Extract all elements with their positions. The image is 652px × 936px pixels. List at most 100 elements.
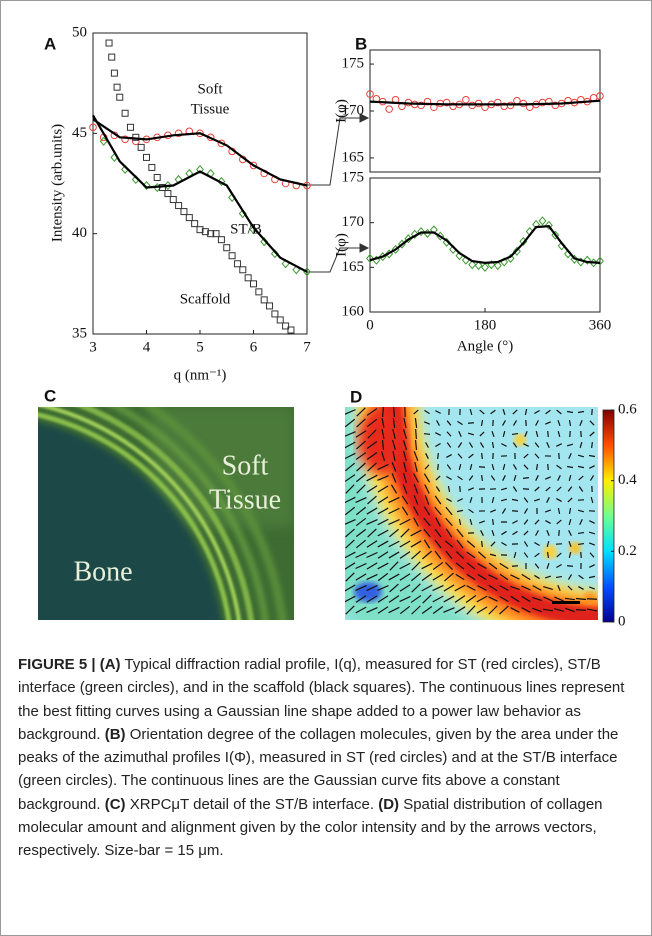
vector-arrow	[355, 496, 367, 504]
data-point	[596, 256, 604, 266]
vector-arrow	[355, 585, 367, 591]
vector-arrow	[577, 410, 585, 414]
vector-arrow	[542, 608, 554, 612]
vector-arrow	[366, 573, 378, 581]
vector-arrow	[377, 540, 389, 548]
y-tick-label: 35	[72, 325, 87, 341]
vector-arrow	[535, 463, 539, 471]
vector-arrow	[499, 585, 509, 591]
data-point	[137, 143, 145, 151]
vector-arrow	[455, 573, 465, 581]
vector-arrow	[588, 586, 596, 590]
vector-arrow	[481, 452, 483, 460]
vector-arrow	[421, 562, 433, 570]
vector-arrow	[446, 420, 452, 426]
data-point	[239, 266, 247, 274]
vector-arrow	[423, 473, 431, 483]
vector-arrow	[534, 563, 540, 569]
vector-arrow	[399, 584, 411, 592]
vector-arrow	[401, 506, 409, 516]
vector-arrow	[523, 464, 529, 470]
vector-arrow	[502, 463, 506, 471]
vector-arrow	[366, 551, 378, 559]
y-tick-label: 160	[342, 303, 365, 319]
vector-arrow	[521, 607, 531, 613]
vector-arrow	[446, 476, 452, 480]
vector-arrow	[389, 583, 399, 593]
vector-arrow	[432, 595, 444, 603]
vector-arrow	[578, 586, 584, 590]
vector-arrow	[556, 464, 562, 470]
vector-arrow	[366, 452, 378, 460]
vector-arrow	[523, 497, 529, 503]
vector-arrow	[399, 605, 411, 615]
vector-arrow	[411, 550, 421, 560]
vector-arrow	[345, 409, 356, 415]
vector-arrow	[367, 528, 377, 538]
vector-arrow	[457, 475, 463, 481]
vector-arrow	[345, 462, 355, 472]
y-tick-label: 170	[342, 214, 365, 230]
vector-arrow	[568, 507, 572, 515]
vector-arrow	[432, 584, 444, 592]
vector-arrow	[480, 419, 484, 427]
x-tick-label: 4	[143, 339, 151, 355]
vector-arrow	[512, 486, 518, 492]
vector-arrow	[414, 461, 418, 473]
y-tick-label: 165	[342, 149, 365, 165]
vector-arrow	[345, 496, 356, 504]
vector-arrow	[579, 419, 583, 427]
vector-arrow	[345, 484, 355, 494]
vector-arrow	[468, 453, 474, 459]
vector-arrow	[523, 530, 529, 536]
vector-arrow	[345, 572, 355, 582]
vector-arrow	[480, 530, 484, 536]
scale-bar	[552, 601, 580, 604]
vector-arrow	[366, 418, 378, 428]
vector-arrow	[556, 563, 562, 569]
data-point	[169, 196, 177, 204]
vector-arrow	[501, 530, 507, 536]
vector-arrow	[466, 551, 476, 559]
vector-arrow	[446, 454, 452, 458]
vector-arrow	[567, 486, 573, 492]
vector-arrow	[377, 529, 389, 537]
panel-label: A	[44, 34, 56, 53]
vector-arrow	[392, 450, 396, 462]
vector-arrow	[457, 453, 463, 459]
vector-arrow	[469, 463, 473, 471]
vector-arrow	[355, 517, 367, 527]
annotation: Scaffold	[180, 291, 231, 307]
vector-arrow	[345, 474, 356, 482]
vector-arrow	[434, 539, 442, 549]
vector-arrow	[590, 496, 594, 504]
vector-arrow	[477, 551, 487, 559]
data-point	[164, 190, 172, 198]
vector-arrow	[589, 465, 595, 469]
data-point	[228, 252, 236, 260]
vector-arrow	[477, 585, 487, 591]
vector-arrow	[392, 429, 396, 439]
vector-arrow	[366, 408, 378, 416]
vector-arrow	[413, 409, 419, 415]
vector-arrow	[366, 595, 378, 603]
vector-arrow	[575, 597, 587, 601]
vector-arrow	[466, 540, 476, 548]
vector-arrow	[455, 551, 465, 559]
vector-arrow	[577, 509, 585, 513]
colorbar-tick-label: 0.4	[618, 472, 637, 488]
data-point	[474, 260, 483, 271]
vector-arrow	[545, 476, 551, 480]
vector-arrow	[424, 409, 430, 415]
vector-arrow	[500, 487, 508, 491]
data-point	[410, 229, 419, 239]
vector-arrow	[465, 595, 477, 603]
data-point	[116, 93, 124, 101]
y-tick-label: 40	[72, 225, 87, 241]
vector-arrow	[478, 520, 486, 524]
vector-field	[345, 407, 598, 615]
vector-arrow	[534, 574, 540, 580]
vector-arrow	[479, 409, 485, 415]
vector-arrow	[491, 441, 495, 449]
vector-arrow	[555, 575, 563, 579]
